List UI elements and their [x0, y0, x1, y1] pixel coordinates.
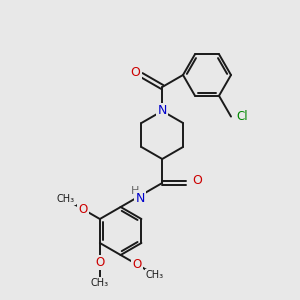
Text: O: O: [79, 203, 88, 216]
Text: CH₃: CH₃: [56, 194, 75, 204]
Text: CH₃: CH₃: [91, 278, 109, 288]
Text: O: O: [130, 65, 140, 79]
Text: N: N: [136, 191, 145, 205]
Text: Cl: Cl: [236, 110, 248, 123]
Text: O: O: [95, 256, 104, 269]
Text: N: N: [158, 104, 167, 118]
Text: O: O: [192, 175, 202, 188]
Text: O: O: [133, 258, 142, 271]
Text: CH₃: CH₃: [146, 270, 164, 280]
Text: H: H: [131, 186, 140, 196]
